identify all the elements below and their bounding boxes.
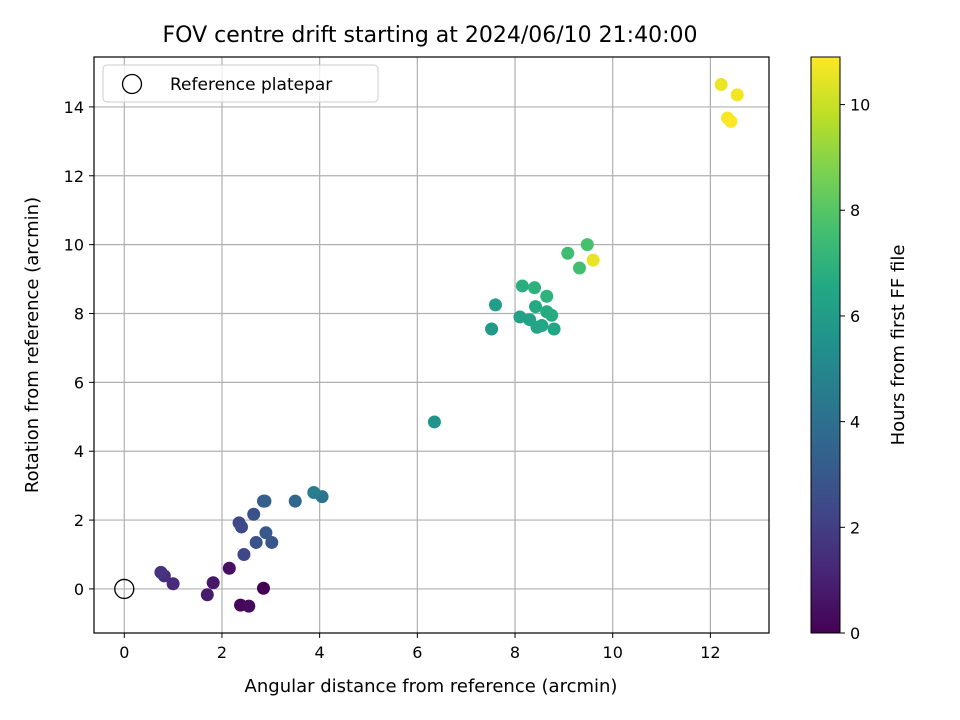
data-point xyxy=(529,300,543,314)
x-axis-ticks: 0 2 4 6 8 10 12 xyxy=(119,633,721,662)
data-point xyxy=(515,279,529,293)
data-point xyxy=(580,238,594,252)
colorbar-ticks: 0 2 4 6 8 10 xyxy=(840,96,870,643)
data-point xyxy=(485,322,499,336)
legend-label-reference: Reference platepar xyxy=(170,75,332,95)
legend-box xyxy=(102,64,379,103)
data-point xyxy=(730,88,744,102)
y-axis-label: Rotation from reference (arcmin) xyxy=(22,197,43,493)
colorbar-tick-label: 8 xyxy=(850,201,860,220)
x-tick-label: 0 xyxy=(119,643,129,662)
data-point xyxy=(714,78,728,92)
x-axis-label: Angular distance from reference (arcmin) xyxy=(245,676,618,697)
legend-marker-reference xyxy=(121,73,143,95)
colorbar-tick-label: 0 xyxy=(850,624,860,643)
x-tick-label: 8 xyxy=(510,643,520,662)
data-point xyxy=(535,319,549,333)
y-tick-label: 0 xyxy=(74,580,84,599)
x-tick-label: 10 xyxy=(603,643,623,662)
x-tick-label: 12 xyxy=(700,643,720,662)
data-point xyxy=(724,114,738,128)
data-point xyxy=(256,581,270,595)
x-tick-label: 4 xyxy=(315,643,325,662)
colorbar-tick-label: 4 xyxy=(850,413,860,432)
colorbar-tick-label: 6 xyxy=(850,307,860,326)
data-point xyxy=(235,520,249,534)
data-point xyxy=(265,535,279,549)
y-tick-label: 8 xyxy=(74,304,84,323)
data-point xyxy=(488,298,502,312)
data-point xyxy=(586,253,600,267)
data-point xyxy=(528,281,542,295)
data-point xyxy=(237,548,251,562)
data-point xyxy=(249,535,263,549)
colorbar-tick-label: 10 xyxy=(850,96,870,115)
data-point xyxy=(258,494,272,508)
colorbar-tick-label: 2 xyxy=(850,518,860,537)
x-tick-label: 6 xyxy=(412,643,422,662)
data-point xyxy=(545,308,559,322)
y-tick-label: 4 xyxy=(74,442,84,461)
data-point xyxy=(572,261,586,275)
data-point xyxy=(427,415,441,429)
data-point xyxy=(513,310,527,324)
data-point xyxy=(166,577,180,591)
grid xyxy=(94,57,769,633)
data-point xyxy=(154,565,168,579)
data-points xyxy=(114,78,744,613)
y-tick-label: 14 xyxy=(64,98,84,117)
y-tick-label: 10 xyxy=(64,236,84,255)
data-point xyxy=(242,599,256,613)
data-point xyxy=(547,322,561,336)
data-point xyxy=(200,588,214,602)
colorbar: 0 2 4 6 8 10 Hours from first FF file xyxy=(810,56,909,643)
y-tick-label: 6 xyxy=(74,373,84,392)
colorbar-label: Hours from first FF file xyxy=(888,245,909,446)
y-tick-label: 12 xyxy=(64,167,84,186)
reference-platepar-marker xyxy=(114,578,135,600)
data-point xyxy=(222,561,236,575)
data-point xyxy=(247,507,261,521)
plot-frame xyxy=(93,56,770,634)
y-tick-label: 2 xyxy=(74,511,84,530)
data-point xyxy=(561,246,575,260)
data-point xyxy=(259,526,273,540)
data-point xyxy=(540,289,554,303)
x-tick-label: 2 xyxy=(217,643,227,662)
chart-title: FOV centre drift starting at 2024/06/10 … xyxy=(163,23,698,48)
data-point xyxy=(307,486,321,500)
legend: Reference platepar xyxy=(102,64,379,103)
data-point xyxy=(206,576,220,590)
colorbar-gradient xyxy=(810,56,841,634)
y-axis-ticks: 0 2 4 6 8 10 12 14 xyxy=(64,98,94,599)
data-point xyxy=(288,494,302,508)
